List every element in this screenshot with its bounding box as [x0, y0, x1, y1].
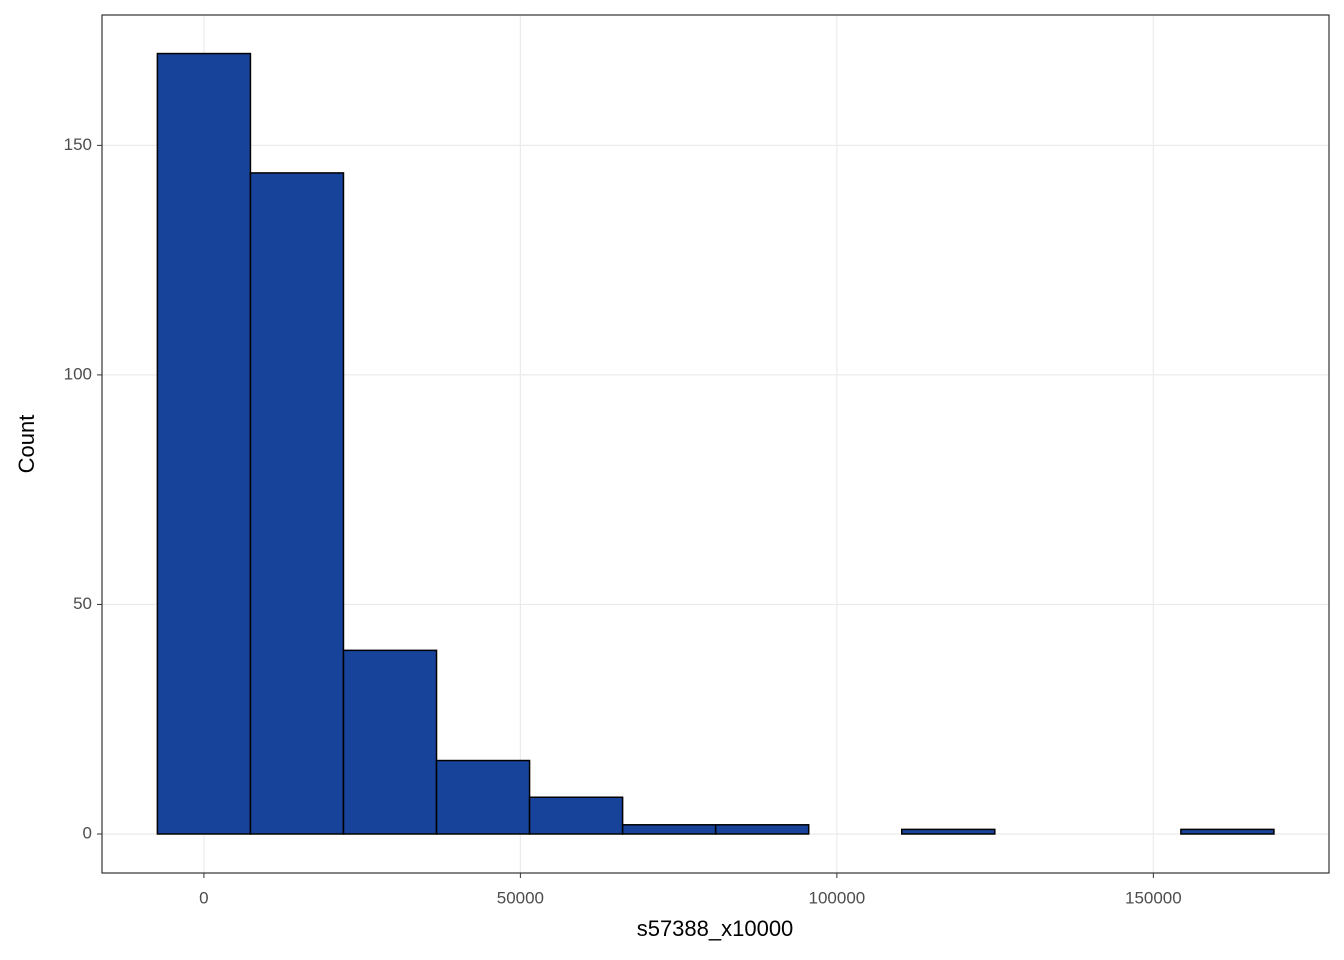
- x-axis-title: s57388_x10000: [637, 916, 794, 941]
- bar: [900, 828, 996, 835]
- bar: [342, 649, 438, 835]
- bar: [621, 824, 717, 835]
- y-tick-label: 100: [64, 364, 92, 383]
- panel-border: [101, 14, 1330, 874]
- bar: [528, 796, 624, 835]
- bar: [714, 824, 810, 835]
- y-axis-title: Count: [14, 415, 39, 474]
- bar: [249, 172, 345, 835]
- bar: [435, 759, 531, 835]
- x-tick-label: 150000: [1125, 888, 1182, 907]
- x-tick-label: 50000: [497, 888, 544, 907]
- bar: [1180, 828, 1275, 835]
- x-tick-label: 0: [199, 888, 208, 907]
- y-tick-label: 150: [64, 135, 92, 154]
- y-tick-label: 50: [73, 594, 92, 613]
- x-tick-label: 100000: [809, 888, 866, 907]
- bar: [156, 52, 252, 835]
- y-tick-label: 0: [83, 823, 92, 842]
